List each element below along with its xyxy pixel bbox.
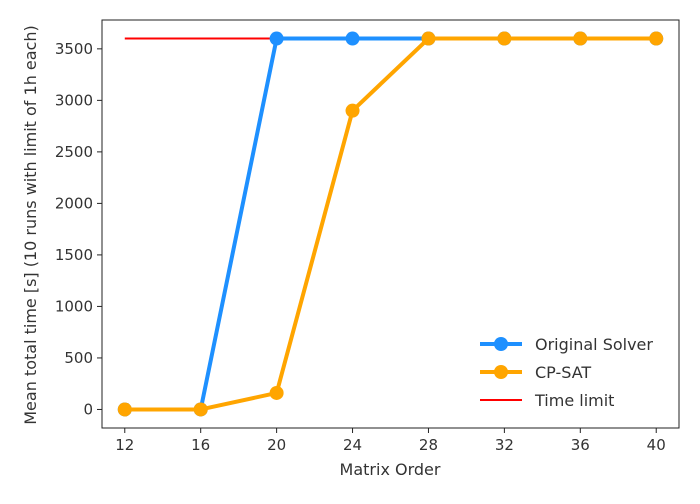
x-tick-label-12: 12 xyxy=(115,436,134,454)
x-tick-label-16: 16 xyxy=(191,436,210,454)
x-tick-label-28: 28 xyxy=(419,436,438,454)
x-axis-label: Matrix Order xyxy=(340,460,441,479)
y-tick-label-2000: 2000 xyxy=(55,194,93,212)
y-tick-label-3000: 3000 xyxy=(55,91,93,109)
series-line-cp-sat xyxy=(124,36,657,412)
y-axis-label: Mean total time [s] (10 runs with limit … xyxy=(21,25,40,425)
x-tick-label-24: 24 xyxy=(343,436,362,454)
y-tick-label-3500: 3500 xyxy=(55,40,93,58)
axes-layer: 12 16 20 24 28 32 36 40 0 500 1000 1500 2000 2500 3000… xyxy=(55,19,680,454)
y-tick-label-1000: 1000 xyxy=(55,297,93,315)
data-point-cp-sat-40 xyxy=(649,31,664,46)
data-point-cp-sat-24 xyxy=(345,103,360,118)
x-tick-label-36: 36 xyxy=(571,436,590,454)
plot-frame xyxy=(101,19,680,429)
data-point-cp-sat-16 xyxy=(193,402,208,417)
data-point-cp-sat-36 xyxy=(573,31,588,46)
legend: Original Solver CP-SAT Time limit xyxy=(480,335,653,410)
y-tick-label-1500: 1500 xyxy=(55,246,93,264)
y-tick-label-0: 0 xyxy=(83,400,93,418)
data-point-cp-sat-12 xyxy=(117,402,132,417)
legend-label-cp-sat: CP-SAT xyxy=(535,363,591,382)
legend-marker-cp-sat xyxy=(494,365,508,379)
data-point-original-solver-20 xyxy=(269,31,284,46)
y-tick-label-2500: 2500 xyxy=(55,143,93,161)
data-point-cp-sat-20 xyxy=(269,385,284,400)
x-tick-label-20: 20 xyxy=(267,436,286,454)
data-point-cp-sat-32 xyxy=(497,31,512,46)
legend-marker-original-solver xyxy=(494,337,508,351)
x-tick-label-32: 32 xyxy=(495,436,514,454)
series-layer xyxy=(117,31,664,417)
y-tick-label-500: 500 xyxy=(64,349,93,367)
data-point-original-solver-24 xyxy=(345,31,360,46)
data-point-cp-sat-28 xyxy=(421,31,436,46)
legend-label-time-limit: Time limit xyxy=(534,391,614,410)
legend-label-original-solver: Original Solver xyxy=(535,335,653,354)
x-tick-label-40: 40 xyxy=(647,436,666,454)
